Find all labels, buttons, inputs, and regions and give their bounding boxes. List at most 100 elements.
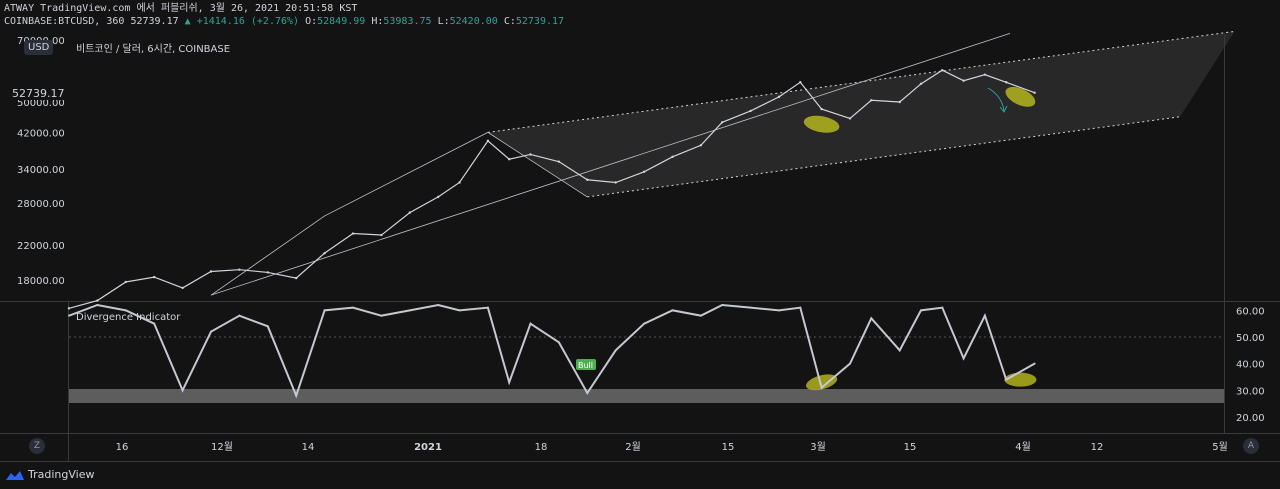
indicator-point (352, 306, 354, 309)
price-point (799, 81, 802, 84)
ohlc-line: COINBASE:BTCUSD, 360 52739.17 ▲ +1414.16… (4, 16, 564, 28)
time-tick-label: 15 (904, 442, 917, 453)
high-label: H: (371, 16, 384, 27)
price-point (529, 153, 532, 156)
indicator-point (870, 317, 873, 320)
change-value: ▲ +1414.16 (+2.76%) (184, 16, 300, 27)
tradingview-logo[interactable]: TradingView (6, 468, 94, 481)
price-point (486, 139, 490, 143)
price-point (153, 275, 156, 279)
price-point (67, 307, 71, 310)
highlight-marks (803, 86, 1037, 391)
close-value: 52739.17 (515, 16, 565, 27)
price-point (266, 271, 269, 274)
price-point (749, 109, 752, 113)
indicator-tick-label: 40.00 (1236, 360, 1265, 371)
time-tick-label: 15 (722, 442, 735, 453)
indicator-point (920, 309, 922, 312)
price-axis-ticks: 70000.0050000.0042000.0034000.0028000.00… (17, 36, 65, 287)
price-tick-label: 18000.00 (17, 276, 65, 287)
indicator-point (408, 309, 411, 312)
indicator-point (557, 341, 560, 344)
price-point (437, 195, 440, 199)
indicator-point (1033, 362, 1036, 365)
indicator-pane-title: Divergence Indicator (76, 312, 181, 323)
indicator-point (96, 304, 99, 306)
wave-line (210, 131, 588, 296)
time-tick-label: 18 (535, 442, 548, 453)
highlight-capsule (806, 374, 838, 391)
price-point (919, 82, 923, 86)
indicator-point (437, 304, 440, 306)
price-point (181, 286, 184, 290)
price-point (1033, 91, 1036, 94)
highlight-capsule (803, 115, 840, 133)
indicator-point (962, 357, 965, 360)
indicator-points (68, 304, 1036, 397)
close-label: C: (503, 16, 516, 27)
indicator-series-line (68, 303, 1036, 399)
auto-scale-left-button[interactable]: Z (29, 438, 45, 454)
arrow-head-icon (999, 105, 1008, 113)
time-tick-label: 4월 (1015, 441, 1031, 453)
oversold-zone (69, 389, 1224, 403)
indicator-point (124, 309, 127, 312)
indicator-point (266, 325, 269, 328)
time-tick-label: 16 (116, 442, 129, 453)
indicator-point (529, 322, 532, 325)
high-value: 53983.75 (383, 16, 432, 27)
auto-scale-button[interactable]: A (1243, 438, 1259, 454)
highlight-capsule (1004, 372, 1037, 387)
price-point (721, 121, 724, 124)
indicator-tick-label: 60.00 (1236, 306, 1265, 317)
price-point (238, 268, 241, 271)
price-tick-label: 34000.00 (17, 165, 65, 176)
indicator-point (153, 322, 156, 325)
price-series-line (68, 69, 1035, 309)
currency-button[interactable]: USD (24, 40, 54, 55)
price-point (642, 170, 646, 173)
time-tick-label: 2월 (625, 441, 641, 453)
time-tick-label: 5월 (1212, 441, 1228, 453)
price-point (1005, 81, 1008, 84)
indicator-point (749, 306, 752, 309)
price-point (614, 181, 617, 184)
bull-label-box (576, 359, 596, 370)
indicator-point (898, 349, 901, 352)
price-point (820, 107, 823, 111)
price-point (983, 73, 987, 76)
price-point (699, 144, 703, 147)
price-point (586, 178, 589, 181)
price-point (458, 181, 461, 184)
indicator-point (68, 314, 70, 317)
price-tick-label: 28000.00 (17, 199, 65, 210)
indicator-point (643, 322, 646, 325)
indicator-point (699, 314, 702, 317)
indicator-point (941, 306, 944, 309)
indicator-point (820, 386, 823, 389)
price-point (898, 100, 901, 104)
price-tick-label: 42000.00 (17, 128, 65, 139)
main-pane-title: 비트코인 / 달러, 6시간, COINBASE (76, 43, 230, 55)
time-axis-ticks: 16 12월 14 2021 18 2월 15 3월 15 4월 12 5월 (116, 441, 1228, 453)
low-label: L: (437, 16, 450, 27)
open-label: O: (305, 16, 318, 27)
price-point (962, 79, 965, 82)
price-point (209, 270, 213, 273)
time-tick-label: 12월 (211, 441, 233, 453)
price-tick-label: 50000.00 (17, 98, 65, 109)
price-point (508, 158, 511, 161)
trend-line (210, 32, 1011, 296)
indicator-tick-label: 20.00 (1236, 413, 1265, 424)
indicator-point (1005, 378, 1008, 381)
indicator-point (238, 314, 241, 317)
indicator-point (778, 309, 780, 312)
price-point (96, 299, 99, 302)
price-point (380, 233, 383, 237)
indicator-point (380, 314, 383, 317)
indicator-point (983, 314, 986, 317)
indicator-point (181, 389, 184, 392)
publish-line: ATWAY TradingView.com 에서 퍼블리쉬, 3월 26, 20… (4, 3, 358, 14)
indicator-point (323, 309, 326, 312)
